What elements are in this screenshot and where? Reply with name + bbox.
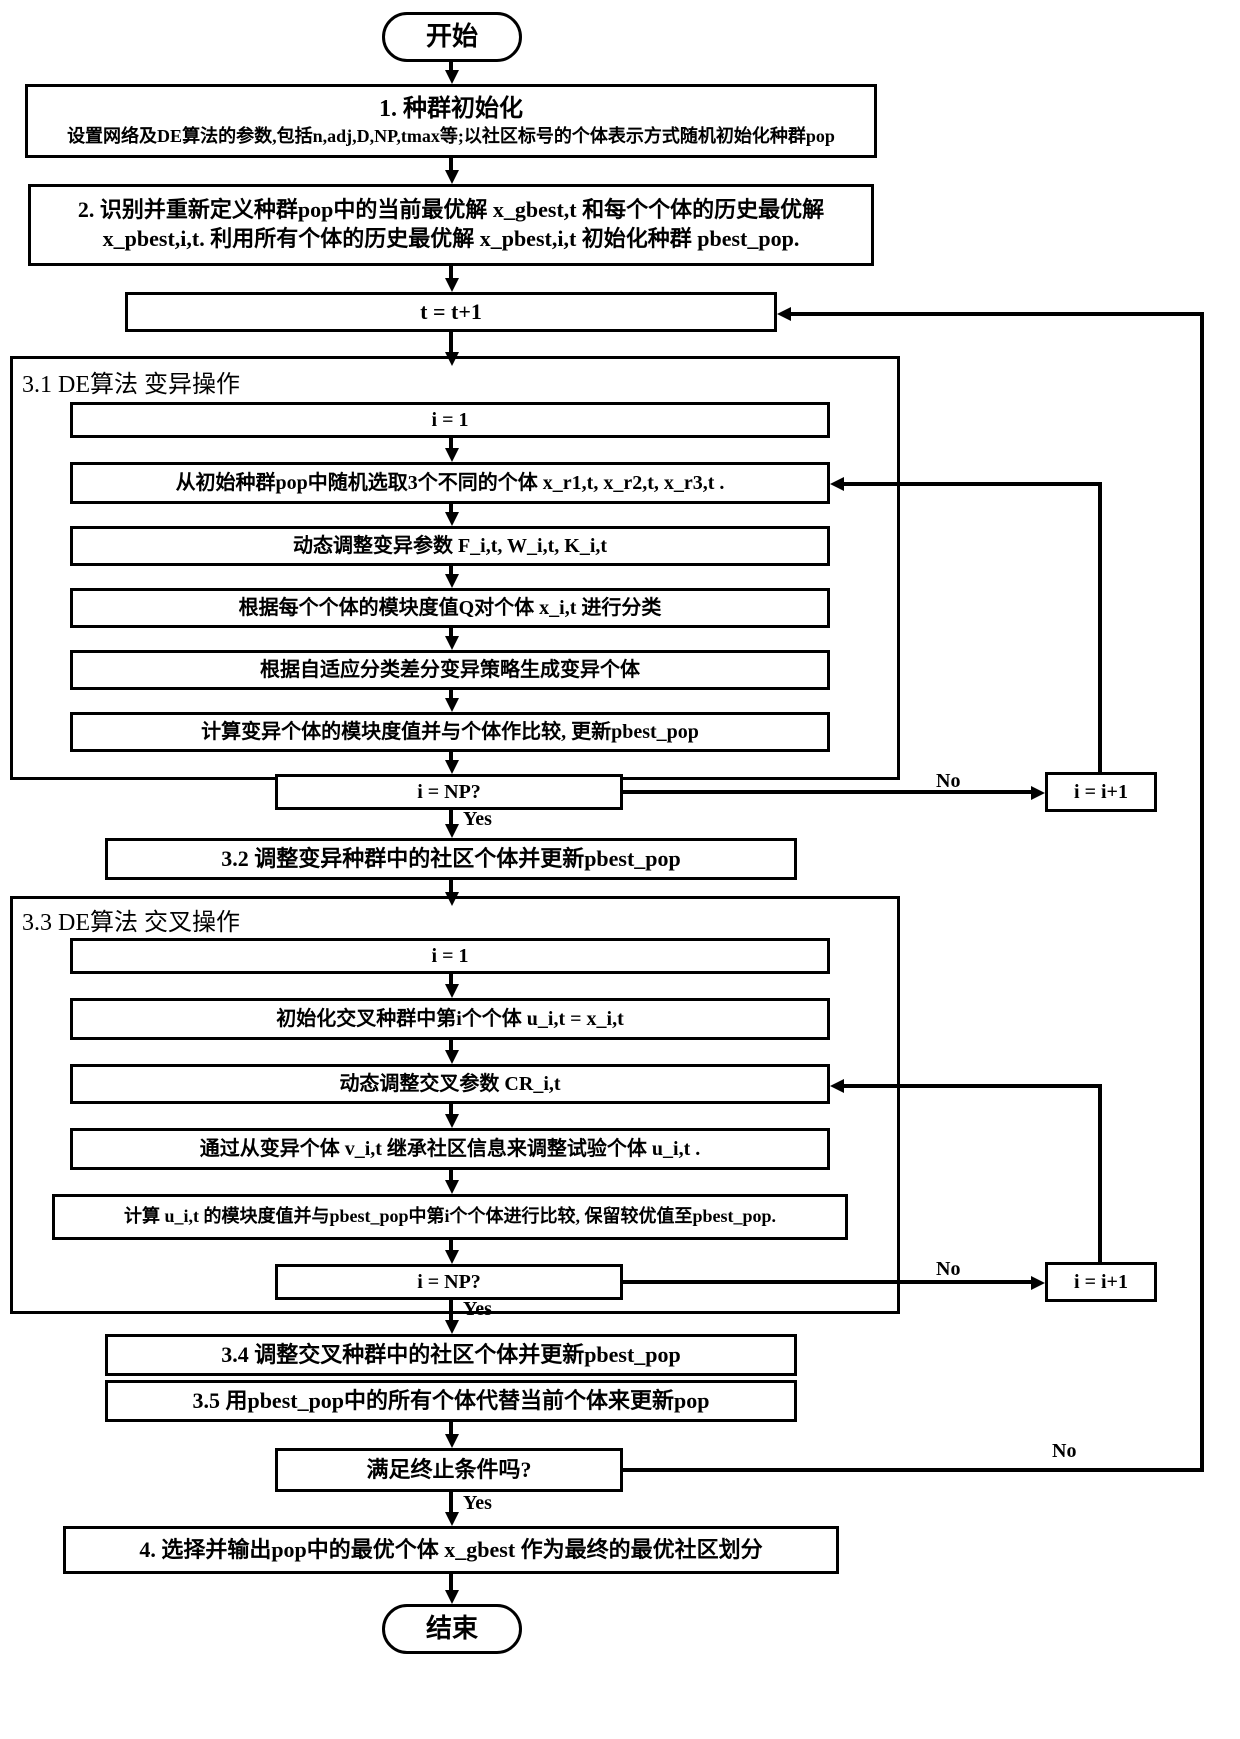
no-label-3: No	[1052, 1440, 1076, 1463]
termination-condition: 满足终止条件吗?	[275, 1448, 623, 1492]
cross-condition: i = NP?	[275, 1264, 623, 1300]
step-1-sub: 设置网络及DE算法的参数,包括n,adj,D,NP,tmax等;以社区标号的个体…	[67, 125, 835, 148]
arrow-head	[445, 1434, 459, 1448]
arrow-head	[445, 984, 459, 998]
mutation-classify: 根据每个个体的模块度值Q对个体 x_i,t 进行分类	[70, 588, 830, 628]
arrow-head	[445, 760, 459, 774]
arrow-head	[445, 824, 459, 838]
arrow-head	[1031, 1276, 1045, 1290]
section-3-3-label: 3.3 DE算法 交叉操作	[22, 902, 240, 937]
mutation-pick: 从初始种群pop中随机选取3个不同的个体 x_r1,t, x_r2,t, x_r…	[70, 462, 830, 504]
mutation-strategy: 根据自适应分类差分变异策略生成变异个体	[70, 650, 830, 690]
arrow-head	[830, 477, 844, 491]
arrow	[843, 1084, 1102, 1088]
cross-i-inc: i = i+1	[1045, 1262, 1157, 1302]
arrow	[623, 1468, 1203, 1472]
arrow	[1200, 312, 1204, 1472]
arrow-head	[445, 70, 459, 84]
step-3-5: 3.5 用pbest_pop中的所有个体代替当前个体来更新pop	[105, 1380, 797, 1422]
arrow-head	[445, 1320, 459, 1334]
no-label-2: No	[936, 1258, 960, 1281]
cross-tune: 动态调整交叉参数 CR_i,t	[70, 1064, 830, 1104]
arrow-head	[445, 278, 459, 292]
arrow-head	[445, 1050, 459, 1064]
arrow-head	[445, 1114, 459, 1128]
yes-label-1: Yes	[463, 808, 492, 831]
arrow	[623, 790, 1033, 794]
arrow-head	[445, 1512, 459, 1526]
step-2: 2. 识别并重新定义种群pop中的当前最优解 x_gbest,t 和每个个体的历…	[28, 184, 874, 266]
arrow-head	[445, 698, 459, 712]
mutation-tune: 动态调整变异参数 F_i,t, W_i,t, K_i,t	[70, 526, 830, 566]
arrow-head	[445, 448, 459, 462]
yes-label-3: Yes	[463, 1492, 492, 1515]
arrow-head	[445, 170, 459, 184]
arrow-head	[445, 1250, 459, 1264]
arrow-head	[445, 512, 459, 526]
cross-evaluate: 计算 u_i,t 的模块度值并与pbest_pop中第i个个体进行比较, 保留较…	[52, 1194, 848, 1240]
start-terminal: 开始	[382, 12, 522, 62]
arrow	[449, 1300, 453, 1322]
step-4: 4. 选择并输出pop中的最优个体 x_gbest 作为最终的最优社区划分	[63, 1526, 839, 1574]
arrow-head	[830, 1079, 844, 1093]
arrow	[449, 1492, 453, 1514]
arrow-head	[445, 636, 459, 650]
arrow	[623, 1280, 1033, 1284]
arrow	[790, 312, 1204, 316]
arrow-head	[777, 307, 791, 321]
step-1-title: 1. 种群初始化	[379, 94, 523, 125]
arrow	[1098, 1084, 1102, 1264]
mutation-evaluate: 计算变异个体的模块度值并与个体作比较, 更新pbest_pop	[70, 712, 830, 752]
yes-label-2: Yes	[463, 1298, 492, 1321]
arrow	[1098, 482, 1102, 774]
cross-inherit: 通过从变异个体 v_i,t 继承社区信息来调整试验个体 u_i,t .	[70, 1128, 830, 1170]
step-1: 1. 种群初始化 设置网络及DE算法的参数,包括n,adj,D,NP,tmax等…	[25, 84, 877, 158]
arrow-head	[445, 1180, 459, 1194]
arrow-head	[445, 1590, 459, 1604]
arrow-head	[1031, 786, 1045, 800]
arrow-head	[445, 574, 459, 588]
step-3-4: 3.4 调整交叉种群中的社区个体并更新pbest_pop	[105, 1334, 797, 1376]
step-3-2: 3.2 调整变异种群中的社区个体并更新pbest_pop	[105, 838, 797, 880]
t-increment: t = t+1	[125, 292, 777, 332]
end-terminal: 结束	[382, 1604, 522, 1654]
mutation-i-inc: i = i+1	[1045, 772, 1157, 812]
mutation-condition: i = NP?	[275, 774, 623, 810]
mutation-i-1: i = 1	[70, 402, 830, 438]
cross-init: 初始化交叉种群中第i个个体 u_i,t = x_i,t	[70, 998, 830, 1040]
arrow	[843, 482, 1102, 486]
section-3-1-label: 3.1 DE算法 变异操作	[22, 364, 240, 399]
arrow	[449, 332, 453, 354]
cross-i-1: i = 1	[70, 938, 830, 974]
